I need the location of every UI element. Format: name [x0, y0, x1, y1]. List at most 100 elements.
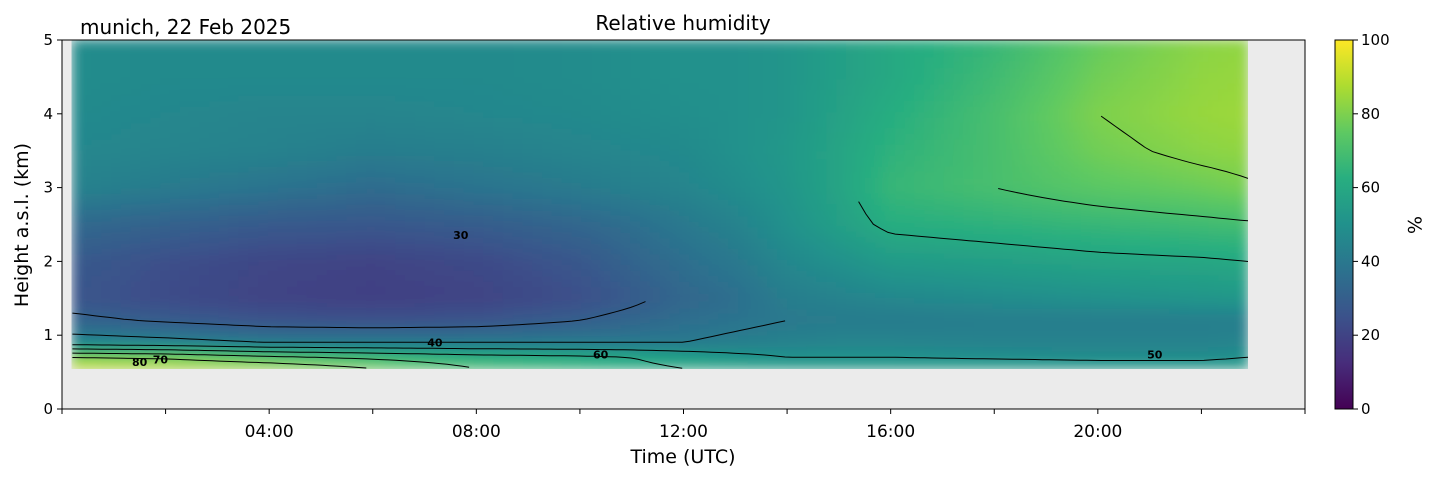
heat-cell — [228, 231, 240, 238]
heat-cell — [434, 247, 446, 254]
heat-cell — [434, 242, 446, 249]
heat-cell — [855, 258, 867, 265]
heat-cell — [444, 318, 455, 326]
heat-cell — [551, 296, 563, 304]
heat-cell — [463, 247, 475, 254]
heat-cell — [1012, 324, 1024, 331]
heat-cell — [1218, 302, 1229, 309]
heat-cell — [424, 247, 436, 254]
heat-cell — [561, 225, 573, 233]
heat-cell — [522, 291, 534, 298]
heat-cell — [767, 242, 779, 249]
heat-cell — [306, 242, 318, 249]
heat-cell — [934, 258, 945, 265]
heat-cell — [277, 351, 289, 358]
heat-cell — [904, 296, 916, 304]
heat-cell — [875, 313, 887, 320]
heat-cell — [297, 351, 308, 358]
heat-cell — [404, 340, 416, 348]
heat-cell — [483, 252, 495, 260]
heat-cell — [473, 280, 485, 287]
heat-cell — [463, 274, 475, 282]
heat-cell — [953, 362, 965, 369]
heat-cell — [865, 231, 877, 238]
heat-cell — [130, 285, 142, 293]
heat-cell — [111, 351, 122, 358]
heat-cell — [1169, 362, 1180, 369]
heat-cell — [787, 285, 798, 293]
heat-cell — [512, 225, 524, 233]
heat-cell — [287, 313, 299, 320]
heat-cell — [512, 329, 524, 337]
heat-cell — [248, 291, 260, 298]
heat-cell — [767, 247, 779, 254]
heat-cell — [1022, 247, 1033, 254]
heat-cell — [71, 242, 83, 249]
heat-cell — [796, 220, 808, 227]
heat-cell — [806, 247, 818, 254]
heat-cell — [1080, 296, 1092, 304]
heat-cell — [444, 313, 455, 320]
heat-cell — [914, 335, 926, 342]
heat-cell — [101, 335, 113, 342]
heat-cell — [81, 263, 93, 271]
heat-cell — [395, 335, 406, 342]
heat-cell — [1002, 242, 1014, 249]
heat-cell — [1169, 329, 1180, 337]
heat-cell — [620, 335, 632, 342]
heat-cell — [1218, 269, 1229, 276]
heat-cell — [1100, 252, 1112, 260]
heat-cell — [238, 302, 250, 309]
heat-cell — [463, 362, 475, 369]
heat-cell — [924, 285, 936, 293]
heat-cell — [385, 252, 397, 260]
heat-cell — [189, 313, 201, 320]
heat-cell — [865, 340, 877, 348]
heat-cell — [845, 236, 857, 244]
heat-cell — [199, 242, 211, 249]
heat-cell — [346, 356, 357, 364]
heat-cell — [953, 291, 965, 298]
heat-cell — [209, 220, 220, 227]
heat-cell — [669, 242, 681, 249]
heat-cell — [1041, 274, 1053, 282]
heat-cell — [983, 356, 994, 364]
heat-cell — [1218, 351, 1229, 358]
heat-cell — [1208, 340, 1220, 348]
heat-cell — [189, 231, 201, 238]
heat-cell — [1237, 225, 1248, 233]
heat-cell — [777, 302, 789, 309]
heat-cell — [992, 225, 1004, 233]
heat-cell — [1208, 236, 1220, 244]
heat-cell — [326, 263, 338, 271]
heat-cell — [1149, 313, 1161, 320]
heat-cell — [963, 274, 975, 282]
heat-cell — [248, 356, 260, 364]
heat-cell — [1002, 252, 1014, 260]
heat-cell — [679, 307, 691, 315]
heat-cell — [581, 313, 593, 320]
heat-cell — [542, 291, 553, 298]
heat-cell — [728, 247, 740, 254]
heat-cell — [1218, 356, 1229, 364]
heat-cell — [826, 362, 838, 369]
heat-cell — [120, 335, 132, 342]
heat-cell — [228, 236, 240, 244]
heat-cell — [199, 291, 211, 298]
heat-cell — [179, 302, 191, 309]
heat-cell — [757, 220, 769, 227]
heat-cell — [316, 280, 328, 287]
heat-cell — [179, 274, 191, 282]
heat-cell — [718, 291, 730, 298]
heat-cell — [395, 296, 406, 304]
heat-cell — [767, 318, 779, 326]
heat-cell — [502, 313, 514, 320]
heat-cell — [1218, 258, 1229, 265]
heat-cell — [1120, 280, 1131, 287]
heat-cell — [1041, 318, 1053, 326]
heat-cell — [894, 362, 906, 369]
heat-cell — [551, 340, 563, 348]
heat-cell — [836, 329, 847, 337]
heat-cell — [395, 313, 406, 320]
